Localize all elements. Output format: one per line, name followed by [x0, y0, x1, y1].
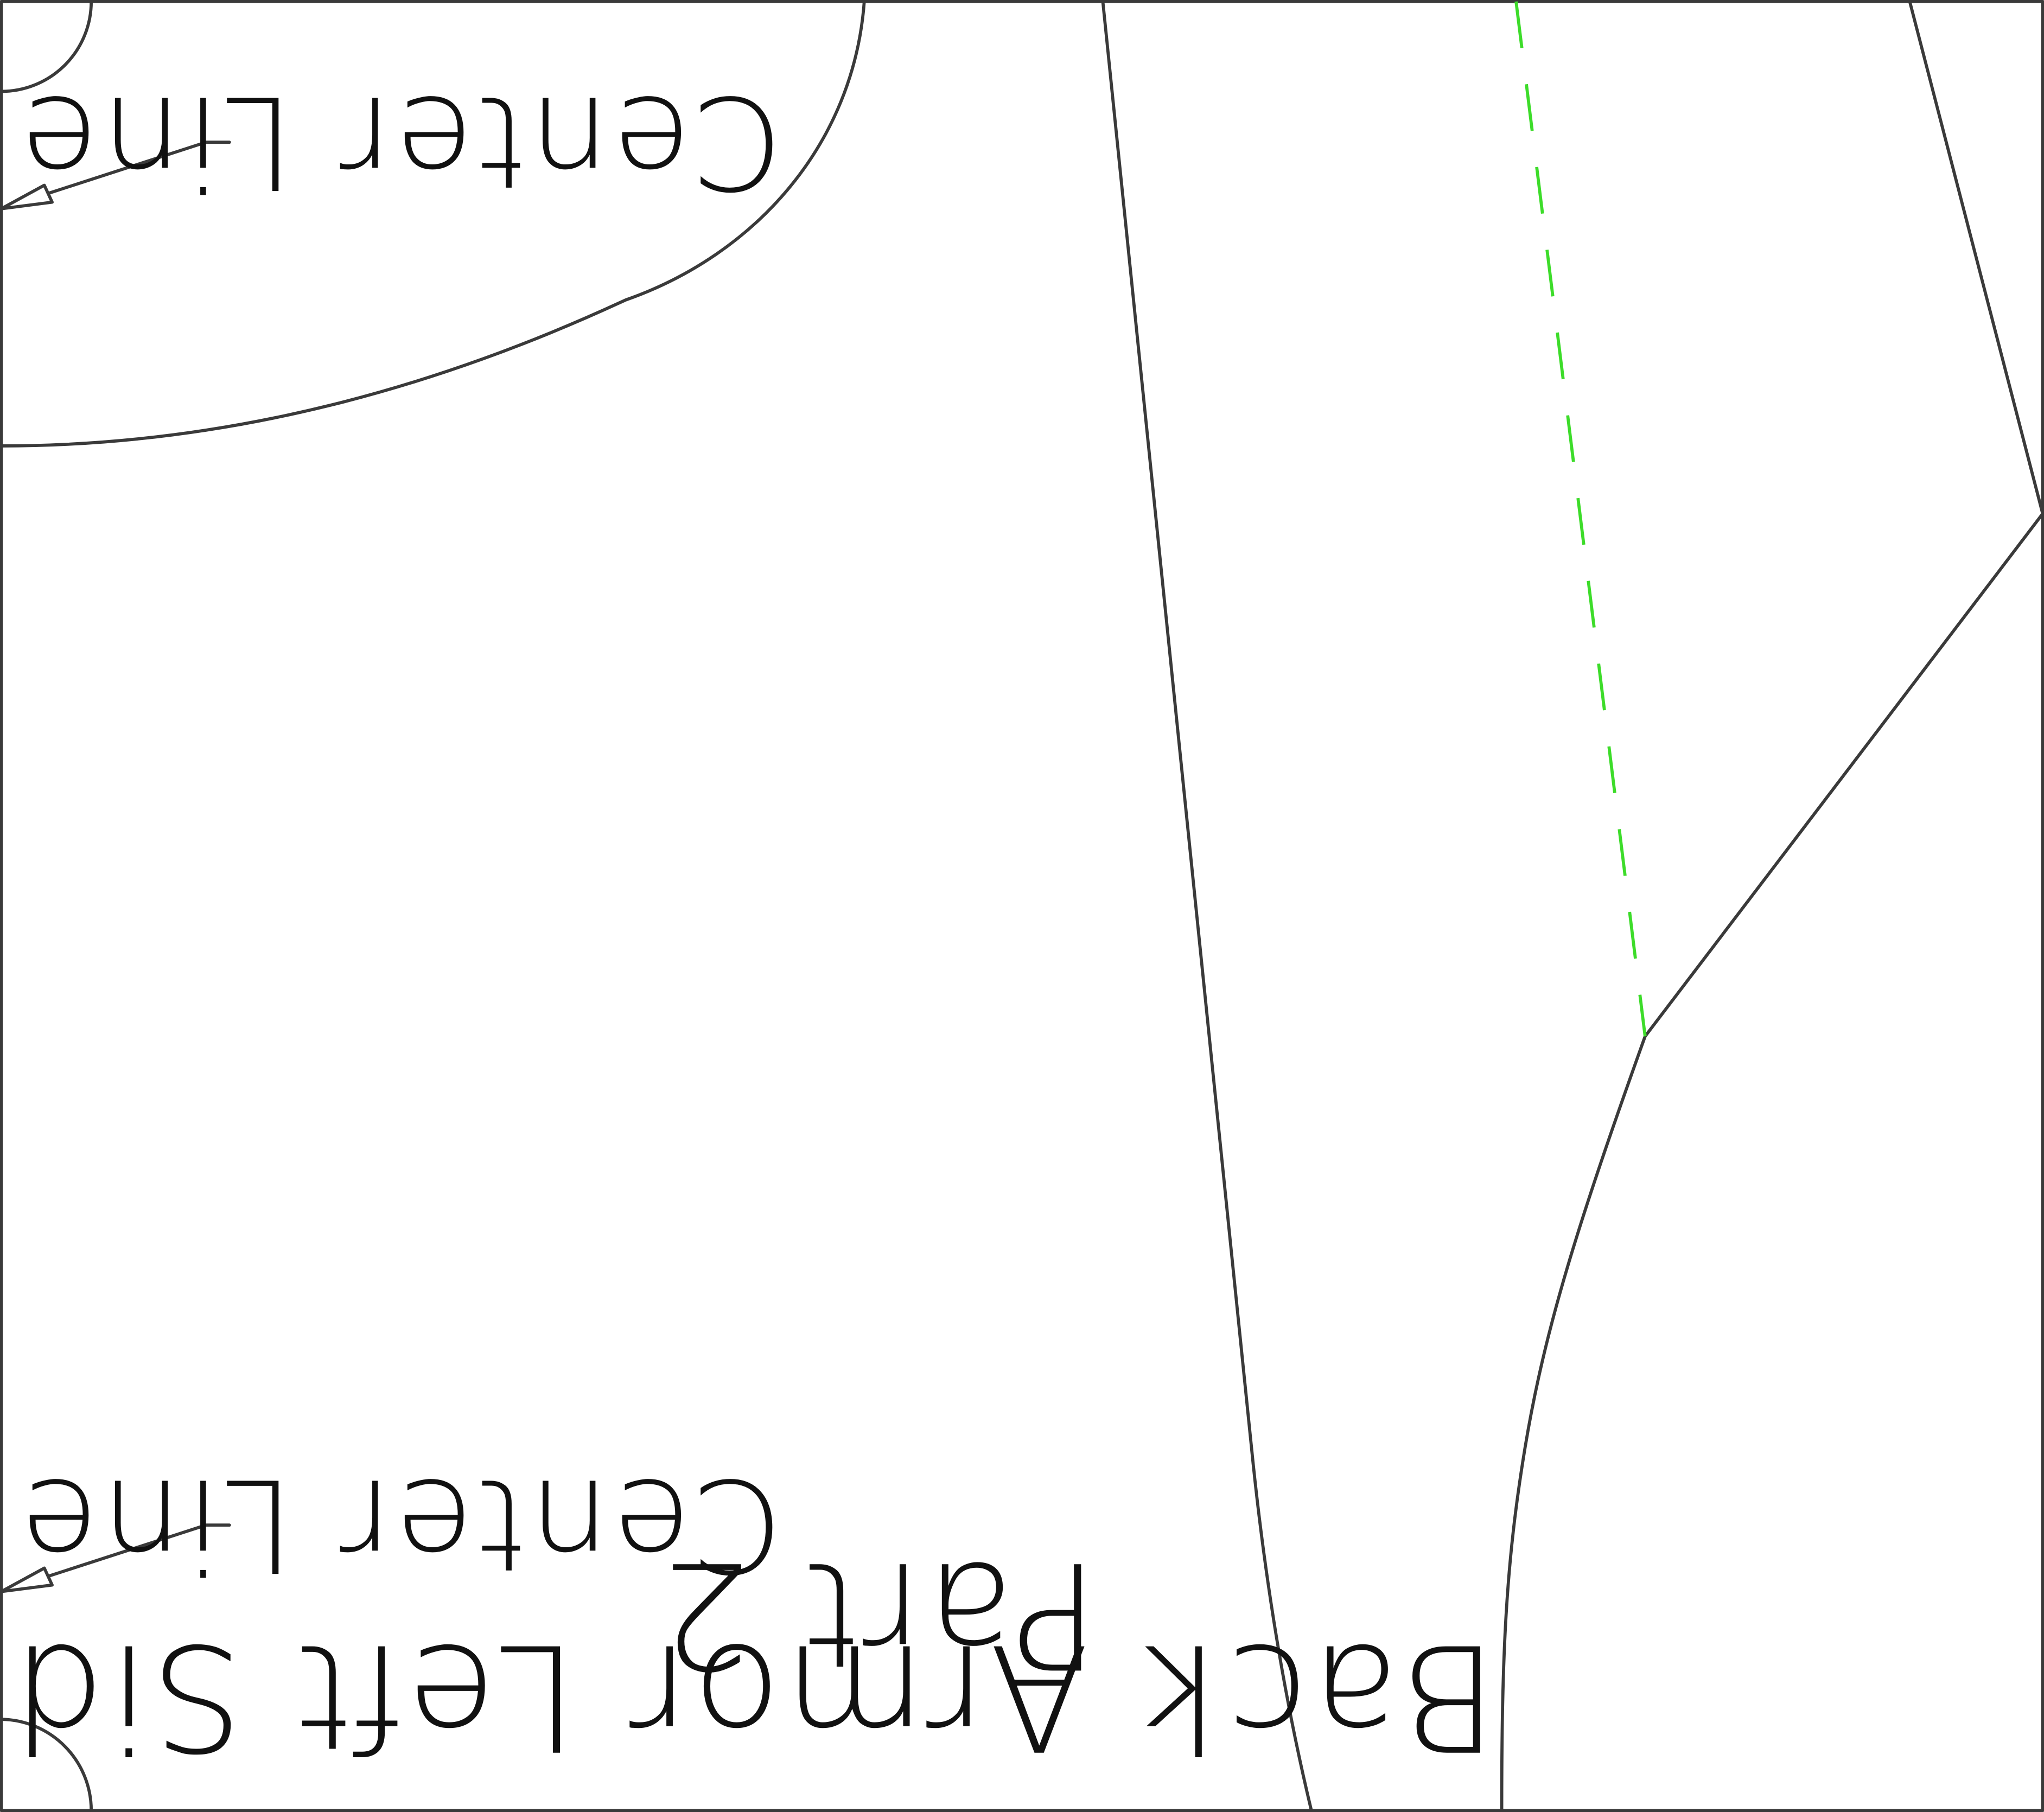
fold-line [1514, 1, 1647, 1037]
arrowhead-bottom [0, 1566, 54, 1593]
piece-title-label: Back Armor Left Side [0, 1612, 1498, 1782]
center-line-label-top: Center Line [17, 67, 783, 216]
seam-line-left [1101, 0, 1313, 1812]
arrowhead-top [0, 183, 54, 210]
center-line-arrow-bottom [11, 1523, 231, 1590]
seam-line-right [1500, 0, 2044, 1812]
center-line-arrow-top [11, 141, 231, 207]
notch-top-left [0, 0, 93, 93]
neck-curve [0, 0, 866, 448]
notch-bottom-left [0, 1718, 93, 1812]
piece-part-label: Part 2 [655, 1529, 1099, 1699]
center-line-label-bottom: Center Line [17, 1450, 783, 1599]
